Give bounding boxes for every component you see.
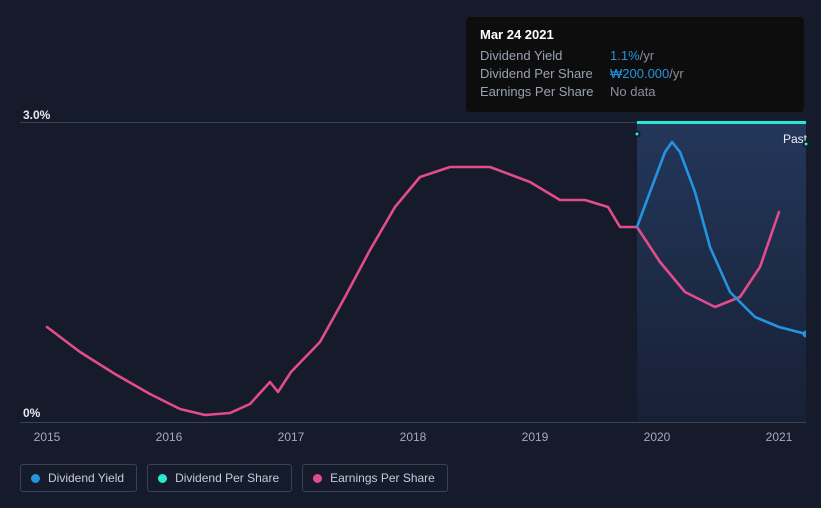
chart-plot	[20, 122, 806, 422]
eps-line-past	[637, 212, 779, 307]
tooltip-label: Dividend Yield	[480, 48, 610, 63]
legend-dividend-yield[interactable]: Dividend Yield	[20, 464, 137, 492]
tooltip-row: Dividend Per Share₩200.000 /yr	[480, 66, 790, 81]
tooltip-label: Dividend Per Share	[480, 66, 610, 81]
tooltip-date: Mar 24 2021	[480, 27, 790, 42]
legend: Dividend Yield Dividend Per Share Earnings…	[20, 464, 448, 492]
x-axis-label: 2019	[522, 430, 549, 444]
eps-line	[47, 167, 637, 415]
legend-dot-icon	[158, 474, 167, 483]
tooltip-value: ₩200.000	[610, 66, 669, 81]
tooltip-row: Dividend Yield1.1% /yr	[480, 48, 790, 63]
legend-label: Dividend Per Share	[175, 471, 279, 485]
tooltip-unit: /yr	[669, 66, 683, 81]
tooltip-unit: /yr	[640, 48, 654, 63]
chart-tooltip: Mar 24 2021 Dividend Yield1.1% /yrDivide…	[466, 17, 804, 112]
x-axis: 2015 2016 2017 2018 2019 2020 2021	[20, 430, 806, 448]
dps-marker	[803, 141, 810, 148]
legend-dividend-per-share[interactable]: Dividend Per Share	[147, 464, 292, 492]
x-axis-label: 2017	[278, 430, 305, 444]
dps-marker	[634, 131, 641, 138]
dividend-chart: 3.0% 0% Past 201520162017201820192020202…	[20, 110, 806, 450]
x-axis-label: 2018	[400, 430, 427, 444]
tooltip-value: 1.1%	[610, 48, 640, 63]
legend-label: Dividend Yield	[48, 471, 124, 485]
dividend-yield-endpoint	[803, 331, 807, 338]
tooltip-nodata: No data	[610, 84, 656, 99]
x-axis-label: 2016	[156, 430, 183, 444]
x-axis-label: 2015	[34, 430, 61, 444]
legend-dot-icon	[313, 474, 322, 483]
gridline-bottom	[20, 422, 806, 423]
y-axis-max: 3.0%	[23, 108, 50, 122]
x-axis-label: 2020	[644, 430, 671, 444]
legend-label: Earnings Per Share	[330, 471, 435, 485]
legend-dot-icon	[31, 474, 40, 483]
x-axis-label: 2021	[766, 430, 793, 444]
tooltip-label: Earnings Per Share	[480, 84, 610, 99]
tooltip-row: Earnings Per ShareNo data	[480, 84, 790, 99]
legend-earnings-per-share[interactable]: Earnings Per Share	[302, 464, 448, 492]
